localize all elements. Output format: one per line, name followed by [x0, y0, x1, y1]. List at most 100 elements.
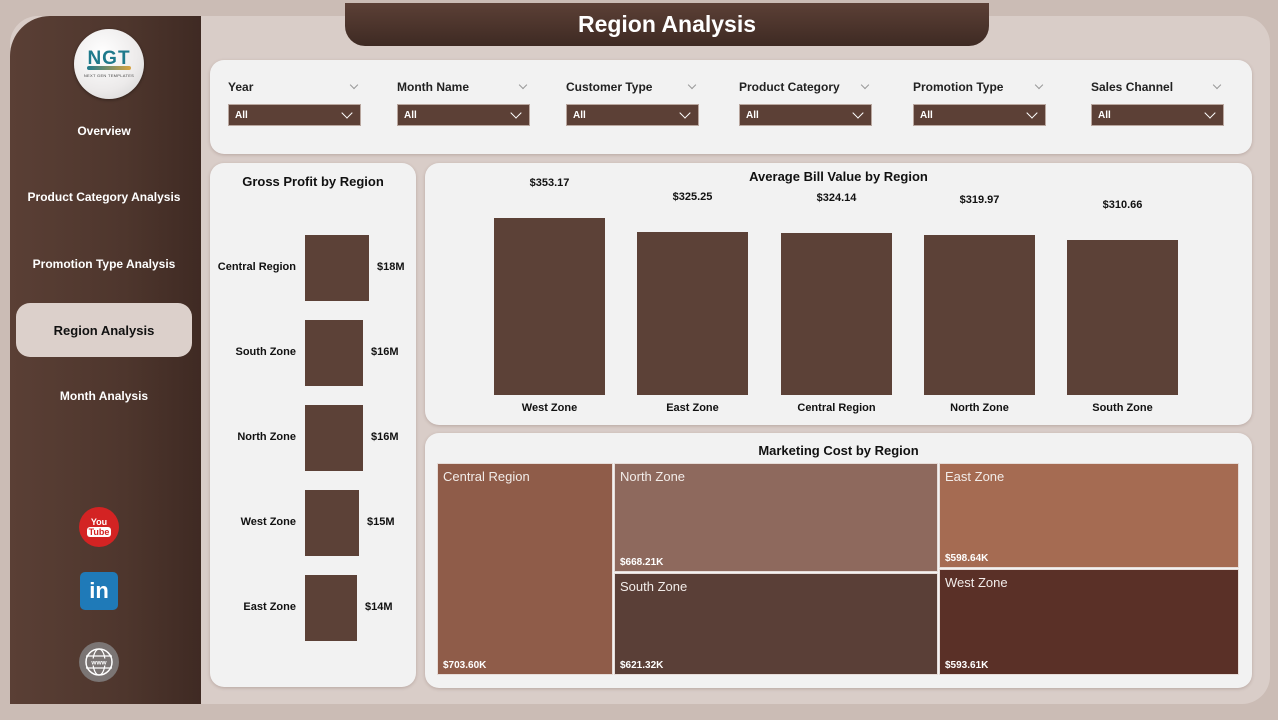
chevron-down-icon: [341, 106, 353, 119]
sidebar-item-label: Region Analysis: [53, 322, 155, 338]
treemap-tile-east-zone[interactable]: East Zone $598.64K: [939, 463, 1239, 568]
globe-icon: www: [85, 648, 113, 676]
gross-profit-chart: Gross Profit by Region Central Region $1…: [210, 163, 416, 687]
chevron-down-icon: [852, 106, 864, 119]
chart-title: Average Bill Value by Region: [749, 169, 928, 184]
bar-value-label: $353.17: [529, 177, 570, 189]
sidebar-item-region-analysis[interactable]: Region Analysis: [16, 303, 192, 357]
logo-swoosh-icon: [87, 66, 131, 70]
product-category-dropdown[interactable]: All: [739, 104, 872, 126]
linkedin-text: in: [89, 578, 109, 603]
bar[interactable]: [305, 490, 359, 556]
filter-label: Sales Channel: [1091, 78, 1224, 96]
month-name-dropdown[interactable]: All: [397, 104, 530, 126]
treemap-tile-central-region[interactable]: Central Region $703.60K: [437, 463, 613, 675]
tile-value: $703.60K: [443, 660, 487, 671]
chevron-down-icon[interactable]: [1034, 80, 1044, 90]
bar-category-label: West Zone: [521, 402, 578, 414]
month-name-filter: Month Name All: [397, 78, 530, 126]
bar[interactable]: [924, 235, 1035, 395]
chevron-down-icon: [679, 106, 691, 119]
promotion-type-dropdown[interactable]: All: [913, 104, 1046, 126]
dropdown-value: All: [920, 109, 933, 121]
average-bill-value-chart: Average Bill Value by Region $353.17 Wes…: [425, 163, 1252, 425]
tile-label: South Zone: [620, 579, 688, 594]
treemap-tile-north-zone[interactable]: North Zone $668.21K: [614, 463, 938, 572]
youtube-bottom-text: Tube: [86, 527, 112, 537]
chevron-down-icon[interactable]: [518, 80, 528, 90]
year-filter: Year All: [228, 78, 361, 126]
chevron-down-icon[interactable]: [860, 80, 870, 90]
sales-channel-filter: Sales Channel All: [1091, 78, 1224, 126]
treemap-tile-west-zone[interactable]: West Zone $593.61K: [939, 569, 1239, 675]
chevron-down-icon: [1026, 106, 1038, 119]
bar[interactable]: [637, 232, 748, 395]
filter-label: Customer Type: [566, 78, 699, 96]
bar-value-label: $325.25: [672, 191, 713, 203]
chevron-down-icon[interactable]: [349, 80, 359, 90]
website-globe-icon[interactable]: www: [79, 642, 119, 682]
bar-column: $353.17 West Zone: [494, 177, 605, 414]
sales-channel-dropdown[interactable]: All: [1091, 104, 1224, 126]
tile-label: East Zone: [945, 469, 1005, 484]
bar-column: $324.14 Central Region: [781, 192, 892, 414]
bar-category-label: North Zone: [237, 431, 296, 443]
bar-row: Central Region $18M: [210, 235, 416, 301]
linkedin-icon[interactable]: in: [80, 572, 118, 610]
tile-value: $621.32K: [620, 660, 664, 671]
ngt-logo: NGT NEXT GEN TEMPLATES: [74, 29, 144, 99]
filter-label-text: Sales Channel: [1091, 80, 1174, 94]
bar-value-label: $18M: [377, 261, 405, 273]
bar-category-label: Central Region: [797, 402, 876, 414]
sidebar-item-promotion-type-analysis[interactable]: Promotion Type Analysis: [16, 237, 192, 291]
filter-label-text: Promotion Type: [913, 80, 1004, 94]
bar[interactable]: [305, 405, 363, 471]
bar-column: $310.66 South Zone: [1067, 199, 1178, 414]
customer-type-dropdown[interactable]: All: [566, 104, 699, 126]
bar-value-label: $14M: [365, 601, 393, 613]
promotion-type-filter: Promotion Type All: [913, 78, 1046, 126]
bar[interactable]: [494, 218, 605, 395]
bar-column: $319.97 North Zone: [924, 194, 1035, 414]
bar-category-label: West Zone: [240, 516, 296, 528]
dropdown-value: All: [404, 109, 417, 121]
logo-brand: NGT: [87, 48, 131, 69]
bar[interactable]: [305, 575, 357, 641]
bar-category-label: North Zone: [950, 402, 1009, 414]
tile-value: $593.61K: [945, 660, 989, 671]
sidebar-item-month-analysis[interactable]: Month Analysis: [16, 369, 192, 423]
sidebar-item-label: Overview: [77, 124, 131, 138]
bar-value-label: $15M: [367, 516, 395, 528]
bar-row: West Zone $15M: [210, 490, 416, 556]
chevron-down-icon[interactable]: [1212, 80, 1222, 90]
bar-row: South Zone $16M: [210, 320, 416, 386]
bar[interactable]: [305, 235, 369, 301]
sidebar-item-overview[interactable]: Overview: [16, 104, 192, 158]
filter-label: Month Name: [397, 78, 530, 96]
year-dropdown[interactable]: All: [228, 104, 361, 126]
chevron-down-icon[interactable]: [687, 80, 697, 90]
filter-panel: Year All Month Name All Customer Type Al…: [210, 60, 1252, 154]
bar[interactable]: [305, 320, 363, 386]
sidebar-item-label: Month Analysis: [59, 389, 149, 403]
treemap-tile-south-zone[interactable]: South Zone $621.32K: [614, 573, 938, 675]
sidebar-item-product-category-analysis[interactable]: Product Category Analysis: [16, 170, 192, 224]
dropdown-value: All: [1098, 109, 1111, 121]
bar-category-label: South Zone: [1092, 402, 1153, 414]
dropdown-value: All: [746, 109, 759, 121]
bar[interactable]: [1067, 240, 1178, 395]
chart-title: Gross Profit by Region: [242, 174, 384, 189]
page-title: Region Analysis: [577, 11, 757, 37]
youtube-top-text: You: [90, 517, 108, 527]
sidebar-item-label: Promotion Type Analysis: [32, 257, 176, 271]
bar-value-label: $310.66: [1102, 199, 1143, 211]
marketing-cost-treemap: Marketing Cost by Region Central Region …: [425, 433, 1252, 688]
bar-category-label: Central Region: [217, 261, 296, 273]
bar[interactable]: [781, 233, 892, 395]
filter-label: Product Category: [739, 78, 872, 96]
tile-label: West Zone: [945, 575, 1008, 590]
bar-value-label: $319.97: [959, 194, 1000, 206]
bar-row: North Zone $16M: [210, 405, 416, 471]
youtube-icon[interactable]: You Tube: [79, 507, 119, 547]
tile-label: Central Region: [443, 469, 530, 484]
